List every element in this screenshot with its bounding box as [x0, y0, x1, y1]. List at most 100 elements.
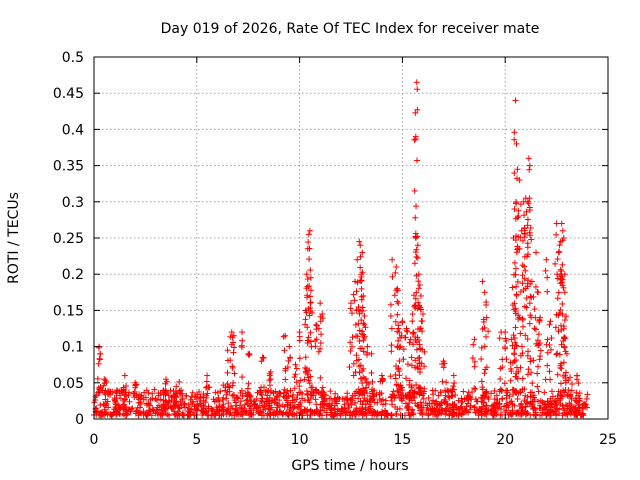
data-point	[357, 253, 364, 260]
data-point	[502, 335, 509, 342]
data-point	[503, 337, 510, 344]
data-point	[417, 292, 424, 299]
data-point	[306, 256, 313, 263]
y-tick-label: 0.5	[62, 50, 84, 66]
data-point	[273, 408, 280, 415]
data-point	[228, 329, 235, 336]
data-point	[561, 289, 568, 296]
data-point	[450, 372, 457, 379]
data-point	[478, 356, 485, 363]
data-point	[296, 389, 303, 396]
data-point	[394, 285, 401, 292]
data-point	[304, 276, 311, 283]
data-point	[213, 396, 220, 403]
data-point	[579, 410, 586, 417]
data-point	[510, 235, 517, 241]
data-point	[320, 398, 327, 405]
data-point	[194, 391, 201, 398]
data-point	[544, 349, 551, 356]
data-point	[430, 397, 437, 404]
data-point	[245, 352, 252, 359]
data-point	[378, 372, 385, 379]
data-point	[133, 407, 140, 414]
data-point	[519, 410, 526, 417]
data-point	[483, 389, 490, 396]
data-point	[417, 365, 424, 372]
data-point	[286, 343, 293, 350]
data-point	[227, 333, 234, 340]
data-point	[191, 403, 198, 410]
data-point	[102, 377, 109, 384]
data-point	[556, 310, 563, 317]
data-point	[364, 351, 371, 358]
data-point	[442, 398, 449, 405]
data-point	[267, 376, 274, 383]
data-point	[153, 407, 160, 414]
data-point	[513, 199, 520, 206]
data-point	[527, 358, 534, 365]
data-point	[555, 328, 562, 335]
data-point	[191, 411, 198, 418]
data-point	[344, 395, 351, 402]
data-point	[584, 391, 591, 398]
data-point	[518, 343, 525, 350]
data-point	[409, 406, 416, 413]
data-point	[512, 271, 519, 278]
data-point	[351, 297, 358, 304]
data-point	[443, 401, 450, 408]
data-point	[519, 375, 526, 382]
data-point	[514, 409, 521, 416]
data-point	[524, 244, 531, 251]
data-point	[417, 407, 424, 414]
data-point	[395, 325, 402, 332]
data-point	[443, 379, 450, 386]
data-point	[519, 280, 526, 287]
data-point	[350, 291, 357, 298]
data-point	[116, 392, 123, 399]
data-point	[360, 337, 367, 344]
data-point	[146, 407, 153, 414]
data-point	[259, 354, 266, 361]
data-point	[243, 397, 250, 404]
data-point	[97, 350, 104, 357]
data-point	[414, 86, 421, 93]
data-point	[321, 397, 328, 404]
data-point	[514, 395, 521, 402]
data-point	[151, 386, 158, 393]
data-point	[244, 385, 251, 392]
data-point	[360, 331, 367, 338]
data-point	[257, 397, 264, 404]
data-point	[550, 409, 557, 416]
data-point	[162, 391, 169, 398]
data-point	[559, 412, 566, 419]
data-point	[434, 401, 441, 408]
data-point	[419, 410, 426, 417]
data-point	[460, 388, 467, 395]
y-tick-label: 0.05	[53, 376, 84, 392]
data-point	[154, 409, 161, 416]
data-point	[395, 300, 402, 307]
data-point	[509, 284, 516, 291]
data-point	[568, 387, 575, 394]
data-point	[542, 267, 549, 274]
data-point	[469, 355, 476, 362]
data-point	[267, 406, 274, 413]
data-point	[171, 410, 178, 417]
data-point	[403, 375, 410, 382]
data-point	[535, 289, 542, 296]
data-point	[355, 386, 362, 393]
data-point	[176, 378, 183, 385]
data-point	[513, 140, 520, 147]
data-point	[393, 263, 400, 270]
data-point	[355, 320, 362, 327]
data-point	[563, 350, 570, 357]
data-point	[240, 405, 247, 412]
chart-title: Day 019 of 2026, Rate Of TEC Index for r…	[161, 21, 540, 37]
data-point	[521, 234, 528, 241]
data-point	[306, 227, 313, 234]
data-point	[197, 394, 204, 401]
data-point	[234, 410, 241, 417]
data-point	[522, 195, 529, 202]
data-point	[471, 404, 478, 411]
data-point	[267, 368, 274, 375]
